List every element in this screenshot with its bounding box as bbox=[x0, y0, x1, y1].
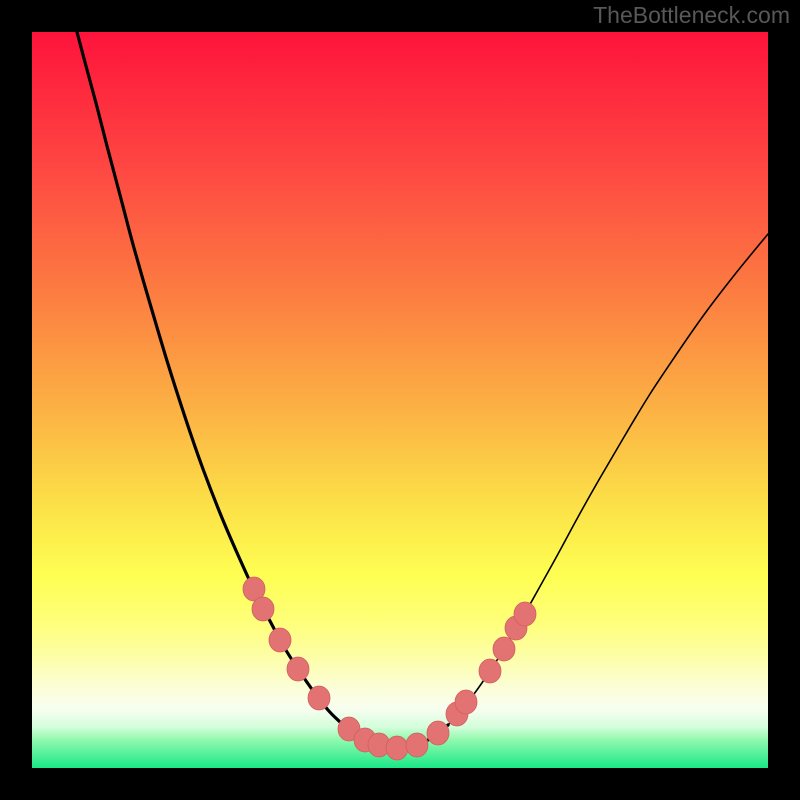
data-point bbox=[427, 721, 449, 745]
data-point bbox=[455, 690, 477, 714]
data-point bbox=[252, 597, 274, 621]
data-point bbox=[493, 637, 515, 661]
data-point bbox=[514, 602, 536, 626]
data-point bbox=[386, 736, 408, 760]
watermark-text: TheBottleneck.com bbox=[593, 2, 790, 29]
data-point bbox=[479, 659, 501, 683]
gradient-background bbox=[32, 32, 768, 768]
bottleneck-chart-svg bbox=[0, 0, 800, 800]
data-point bbox=[269, 628, 291, 652]
data-point bbox=[287, 657, 309, 681]
data-point bbox=[406, 733, 428, 757]
data-point bbox=[308, 686, 330, 710]
chart-container: TheBottleneck.com bbox=[0, 0, 800, 800]
